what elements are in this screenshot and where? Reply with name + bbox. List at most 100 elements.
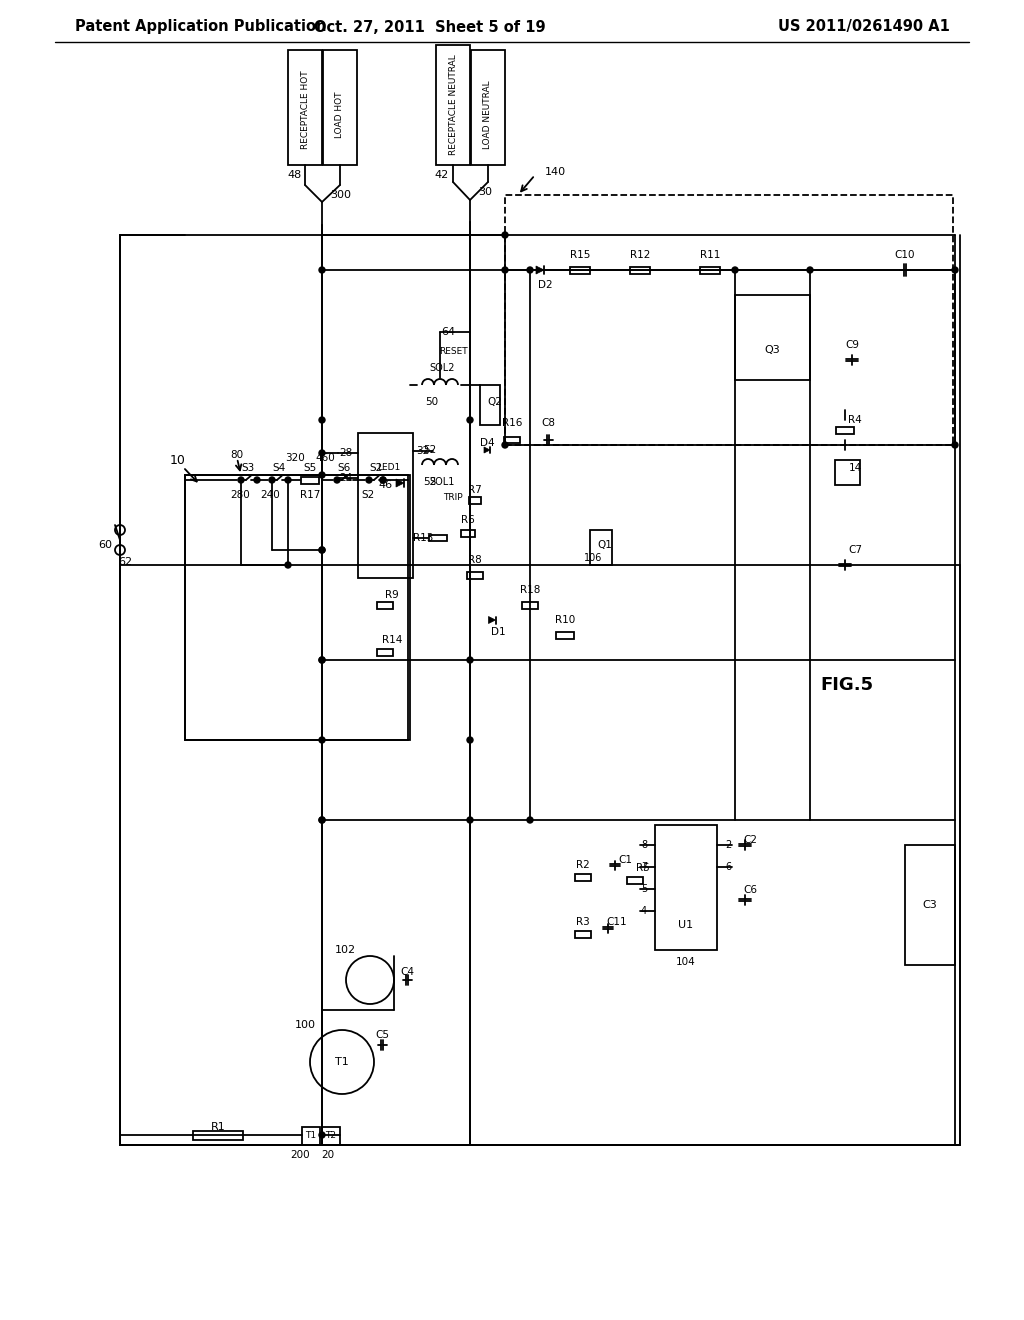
Text: C5: C5	[375, 1030, 389, 1040]
Text: 320: 320	[285, 453, 305, 463]
Bar	[471, 50, 505, 165]
Circle shape	[285, 562, 291, 568]
Circle shape	[366, 477, 372, 483]
Text: 80: 80	[230, 450, 244, 459]
Circle shape	[467, 417, 473, 422]
Circle shape	[319, 450, 325, 455]
Text: R15: R15	[569, 249, 590, 260]
Polygon shape	[484, 447, 490, 453]
Circle shape	[319, 657, 325, 663]
Bar	[575, 931, 591, 937]
Bar	[185, 475, 410, 741]
Text: T1: T1	[305, 1131, 316, 1140]
Text: R18: R18	[520, 585, 541, 595]
Text: C3: C3	[923, 900, 937, 909]
Text: 42: 42	[435, 170, 450, 180]
Circle shape	[807, 267, 813, 273]
Text: R17: R17	[300, 490, 321, 500]
Bar	[461, 529, 475, 536]
Bar	[505, 195, 953, 445]
Text: TRIP: TRIP	[443, 492, 463, 502]
Bar	[469, 496, 481, 503]
Text: 6: 6	[725, 862, 731, 873]
Text: Patent Application Publication: Patent Application Publication	[75, 20, 327, 34]
Circle shape	[527, 817, 534, 822]
Text: 46: 46	[379, 480, 392, 491]
Text: 104: 104	[676, 957, 696, 968]
Text: R5: R5	[636, 863, 650, 873]
Text: S6: S6	[337, 463, 350, 473]
Text: 28: 28	[339, 447, 352, 458]
Text: Q3: Q3	[764, 345, 780, 355]
Text: 60: 60	[98, 540, 112, 550]
Polygon shape	[396, 479, 404, 487]
Text: 10: 10	[170, 454, 186, 466]
Text: R6: R6	[461, 515, 475, 525]
Text: S4: S4	[272, 463, 286, 473]
Bar	[655, 825, 717, 950]
Text: S2: S2	[370, 463, 383, 473]
Bar	[429, 535, 447, 541]
Text: 64: 64	[441, 327, 455, 337]
Bar	[735, 294, 810, 380]
Text: C1: C1	[618, 855, 632, 865]
Bar	[570, 267, 590, 273]
Text: D2: D2	[538, 280, 552, 290]
Text: R10: R10	[555, 615, 575, 624]
Text: 7: 7	[641, 862, 647, 873]
Bar	[630, 267, 650, 273]
Bar	[193, 1130, 243, 1139]
Bar	[301, 477, 319, 483]
Text: 300: 300	[330, 190, 351, 201]
Text: C9: C9	[845, 341, 859, 350]
Circle shape	[285, 477, 291, 483]
Circle shape	[952, 442, 958, 447]
Text: R1: R1	[211, 1122, 225, 1133]
Circle shape	[380, 477, 386, 483]
Circle shape	[269, 477, 275, 483]
Text: 24: 24	[339, 473, 352, 483]
Text: C10: C10	[895, 249, 915, 260]
Text: RECEPTACLE NEUTRAL: RECEPTACLE NEUTRAL	[449, 54, 458, 156]
Text: R3: R3	[577, 917, 590, 927]
Text: RECEPTACLE HOT: RECEPTACLE HOT	[300, 71, 309, 149]
Text: 100: 100	[295, 1020, 315, 1030]
Bar	[377, 648, 393, 656]
Circle shape	[319, 546, 325, 553]
Circle shape	[334, 477, 340, 483]
Text: D4: D4	[479, 438, 495, 447]
Text: 200: 200	[290, 1150, 310, 1160]
Circle shape	[467, 817, 473, 822]
Bar	[590, 531, 612, 565]
Text: 32: 32	[417, 446, 430, 455]
Circle shape	[467, 737, 473, 743]
Text: C6: C6	[743, 884, 757, 895]
Text: FIG.5: FIG.5	[820, 676, 873, 694]
Text: C7: C7	[848, 545, 862, 554]
Text: LOAD HOT: LOAD HOT	[336, 92, 344, 139]
Circle shape	[319, 817, 325, 822]
Bar	[322, 1127, 340, 1144]
Bar	[522, 602, 538, 609]
Text: R16: R16	[502, 418, 522, 428]
Text: 2: 2	[725, 840, 731, 850]
Text: R2: R2	[577, 861, 590, 870]
Bar	[504, 437, 520, 444]
Text: C4: C4	[400, 968, 414, 977]
Bar	[905, 845, 955, 965]
Text: R4: R4	[848, 414, 862, 425]
Bar	[377, 602, 393, 609]
Text: R13: R13	[413, 533, 433, 543]
Text: Q1: Q1	[598, 540, 612, 550]
Circle shape	[319, 817, 325, 822]
Bar	[358, 433, 413, 578]
Text: 8: 8	[641, 840, 647, 850]
Bar	[323, 50, 357, 165]
Circle shape	[952, 267, 958, 273]
Text: 4: 4	[641, 906, 647, 916]
Bar	[302, 1127, 319, 1144]
Circle shape	[467, 657, 473, 663]
Text: R14: R14	[382, 635, 402, 645]
Text: C8: C8	[541, 418, 555, 428]
Bar	[835, 459, 860, 484]
